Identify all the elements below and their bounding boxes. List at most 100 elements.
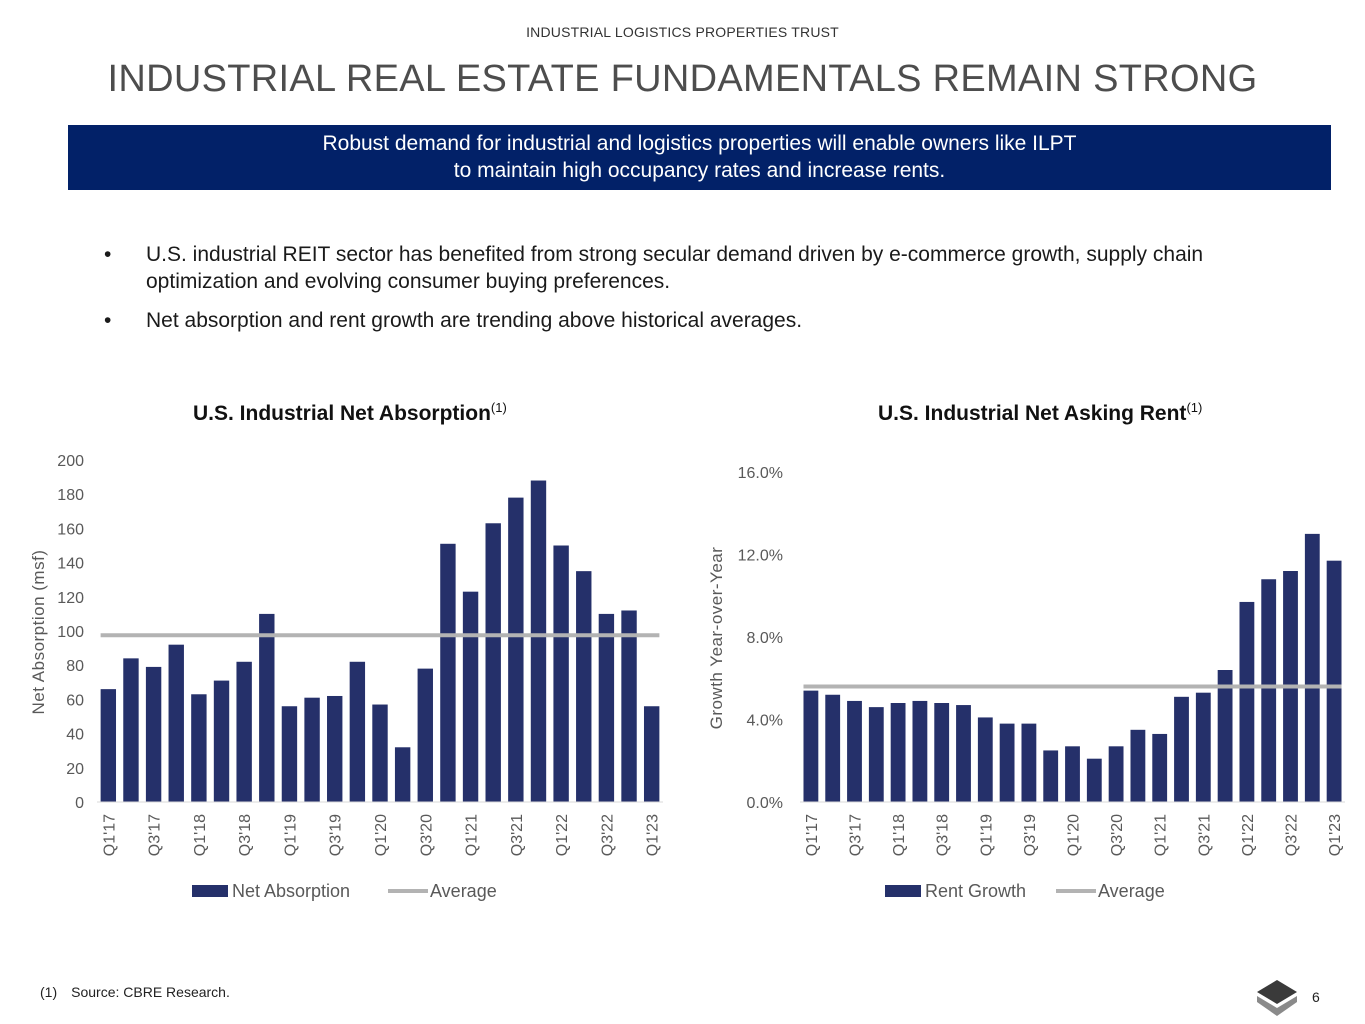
bar [440, 543, 456, 802]
page-title: INDUSTRIAL REAL ESTATE FUNDAMENTALS REMA… [107, 58, 1258, 100]
bar [508, 497, 524, 802]
x-tick-label: Q1'17 [804, 814, 821, 856]
x-tick-label: Q3'22 [1284, 814, 1301, 856]
bar [1304, 533, 1320, 802]
bullet-text: Net absorption and rent growth are trend… [146, 309, 803, 332]
y-tick-label: 60 [66, 692, 84, 709]
bullet-dot: • [104, 309, 112, 332]
bar [934, 703, 950, 802]
y-tick-label: 0 [75, 795, 84, 812]
y-tick-label: 120 [57, 590, 84, 607]
bar [327, 695, 343, 802]
legend-label: Average [430, 881, 497, 901]
y-tick-label: 180 [57, 487, 84, 504]
bullet-list: • U.S. industrial REIT sector has benefi… [102, 241, 1282, 346]
bar [1043, 750, 1059, 802]
bar [304, 697, 320, 802]
bar [1152, 733, 1168, 802]
bar [485, 523, 501, 802]
y-axis-title: Growth Year-over-Year [707, 547, 726, 730]
bar [191, 694, 207, 802]
y-tick-label: 12.0% [738, 548, 783, 565]
bar [1130, 729, 1146, 802]
bar [803, 690, 819, 802]
x-tick-label: Q1'17 [101, 814, 118, 856]
y-tick-label: 40 [66, 727, 84, 744]
x-tick-label: Q1'21 [464, 814, 481, 856]
page-number: 6 [1312, 989, 1320, 1005]
bar [825, 694, 841, 802]
x-tick-label: Q1'19 [282, 814, 299, 856]
x-tick-label: Q3'20 [418, 814, 435, 856]
bar [553, 545, 569, 802]
bar [1261, 579, 1277, 802]
company-logo-icon [1257, 980, 1297, 1016]
bar [462, 591, 479, 802]
x-tick-label: Q3'19 [1022, 814, 1039, 856]
x-tick-label: Q3'18 [237, 814, 254, 856]
y-tick-label: 20 [66, 761, 84, 778]
bar [1239, 601, 1255, 802]
x-tick-label: Q3'20 [1109, 814, 1126, 856]
x-tick-label: Q1'23 [645, 814, 662, 856]
x-tick-label: Q1'23 [1327, 814, 1344, 856]
x-tick-label: Q1'20 [1066, 814, 1083, 856]
banner-line-1: Robust demand for industrial and logisti… [322, 132, 1077, 155]
y-tick-label: 140 [57, 556, 84, 573]
y-tick-label: 80 [66, 658, 84, 675]
x-tick-label: Q3'18 [935, 814, 952, 856]
bar [1174, 696, 1189, 802]
x-tick-label: Q3'21 [509, 814, 526, 856]
footnote: (1) Source: CBRE Research. [40, 984, 230, 1000]
chart-title-rent: U.S. Industrial Net Asking Rent(1) [878, 400, 1202, 426]
legend-label: Rent Growth [925, 881, 1026, 901]
bar [912, 700, 928, 802]
bar [530, 480, 547, 802]
bar [1065, 746, 1080, 802]
bar [168, 644, 184, 802]
chart-title-sup: (1) [490, 400, 507, 415]
chart-title-text: U.S. Industrial Net Asking Rent [878, 402, 1187, 425]
company-name: INDUSTRIAL LOGISTICS PROPERTIES TRUST [526, 24, 839, 40]
summary-banner: Robust demand for industrial and logisti… [68, 125, 1331, 190]
bar [847, 700, 862, 802]
x-tick-label: Q1'21 [1153, 814, 1170, 856]
bar [281, 706, 298, 802]
bar [576, 571, 592, 802]
bar [349, 661, 366, 802]
bar [372, 704, 388, 802]
legend-swatch-bar [885, 885, 921, 897]
bar [145, 666, 162, 802]
bar [213, 680, 230, 802]
legend-swatch-bar [192, 885, 228, 897]
legend-label: Average [1098, 881, 1165, 901]
x-tick-label: Q1'19 [978, 814, 995, 856]
bar [977, 717, 993, 802]
y-tick-label: 8.0% [747, 630, 783, 647]
footnote-text: Source: CBRE Research. [71, 984, 230, 1000]
y-axis-title: Net Absorption (msf) [29, 550, 48, 715]
bar [890, 703, 906, 802]
y-tick-label: 200 [57, 453, 84, 470]
bullet-item: • Net absorption and rent growth are tre… [102, 307, 1282, 334]
bar [598, 613, 615, 802]
bar [1021, 723, 1037, 802]
bar [394, 747, 411, 802]
legend-label: Net Absorption [232, 881, 350, 901]
x-tick-label: Q1'18 [891, 814, 908, 856]
x-tick-label: Q3'21 [1196, 814, 1213, 856]
bar [643, 706, 660, 802]
x-tick-label: Q1'20 [373, 814, 390, 856]
bullet-dot: • [104, 243, 112, 266]
bar [868, 707, 884, 802]
bar [123, 658, 139, 802]
x-tick-label: Q3'17 [147, 814, 164, 856]
chart-title-text: U.S. Industrial Net Absorption [193, 402, 491, 425]
bullet-item: • U.S. industrial REIT sector has benefi… [102, 241, 1282, 295]
y-tick-label: 16.0% [738, 465, 783, 482]
bar [236, 661, 252, 802]
bar [999, 723, 1015, 802]
bar [259, 613, 275, 802]
bar [100, 689, 117, 802]
